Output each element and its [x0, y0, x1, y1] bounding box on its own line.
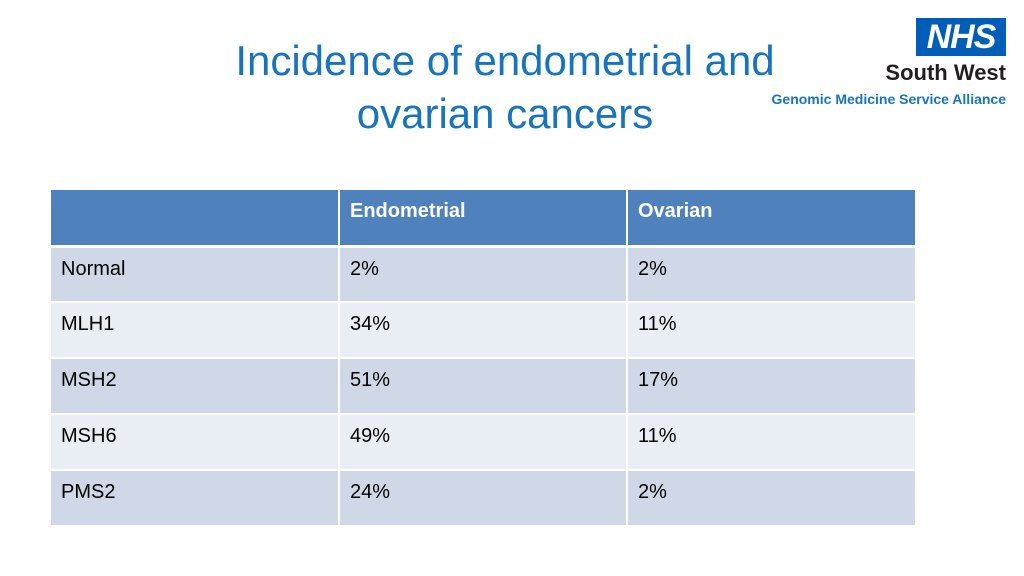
table-cell-gene: PMS2	[51, 470, 340, 527]
table-row: Normal 2% 2%	[51, 246, 915, 303]
table-cell-gene: MLH1	[51, 302, 340, 359]
table-cell-gene: MSH6	[51, 414, 340, 471]
nhs-logo-box: NHS	[916, 18, 1006, 56]
table-cell-gene: MSH2	[51, 358, 340, 415]
table-cell-ovarian: 2%	[627, 246, 915, 303]
slide-title: Incidence of endometrial and ovarian can…	[180, 34, 830, 140]
table-row: MLH1 34% 11%	[51, 302, 915, 359]
table-cell-ovarian: 11%	[627, 414, 915, 471]
table-row: MSH2 51% 17%	[51, 358, 915, 415]
table-row: PMS2 24% 2%	[51, 470, 915, 527]
nhs-logo-region: South West	[885, 60, 1006, 85]
table-header-cell-endometrial: Endometrial	[339, 190, 628, 248]
table-cell-ovarian: 2%	[627, 470, 915, 527]
table-cell-endometrial: 2%	[339, 246, 628, 303]
table-cell-ovarian: 17%	[627, 358, 915, 415]
table-cell-endometrial: 34%	[339, 302, 628, 359]
table-cell-endometrial: 49%	[339, 414, 628, 471]
table-header-row: Endometrial Ovarian	[51, 190, 915, 248]
table-header-cell-gene	[51, 190, 340, 248]
incidence-table: Endometrial Ovarian Normal 2% 2% MLH1 34…	[51, 190, 915, 527]
slide-title-line-2: ovarian cancers	[356, 90, 654, 137]
table-cell-ovarian: 11%	[627, 302, 915, 359]
table-cell-endometrial: 24%	[339, 470, 628, 527]
table-cell-gene: Normal	[51, 246, 340, 303]
table-cell-endometrial: 51%	[339, 358, 628, 415]
slide-title-line-1: Incidence of endometrial and	[235, 37, 775, 84]
nhs-logo-alliance: Genomic Medicine Service Alliance	[771, 91, 1006, 107]
nhs-logo: NHS South West Genomic Medicine Service …	[720, 18, 1012, 114]
table-row: MSH6 49% 11%	[51, 414, 915, 471]
table-header-cell-ovarian: Ovarian	[627, 190, 915, 248]
